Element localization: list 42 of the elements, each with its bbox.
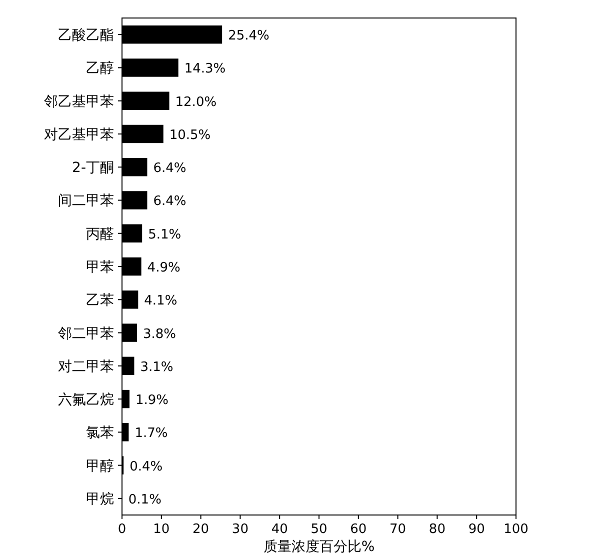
x-tick-label: 20: [192, 522, 210, 537]
x-tick-label: 10: [153, 522, 170, 537]
data-label: 6.4%: [153, 194, 186, 210]
data-label: 10.5%: [169, 128, 211, 143]
x-tick-label: 80: [428, 522, 446, 537]
y-tick-label: 六氟乙烷: [58, 392, 114, 408]
data-label: 1.9%: [135, 393, 169, 408]
x-tick-label: 30: [232, 522, 248, 537]
data-label: 0.1%: [128, 492, 162, 508]
y-tick-label: 丙醛: [86, 226, 114, 242]
x-tick-label: 90: [468, 522, 485, 537]
y-tick-label: 乙酸乙酯: [58, 28, 114, 44]
data-label: 0.4%: [130, 459, 163, 474]
x-tick-label: 0: [118, 522, 126, 537]
x-tick-label: 40: [271, 522, 288, 537]
y-tick-label: 甲烷: [86, 491, 114, 508]
y-tick-label: 甲苯: [86, 260, 114, 276]
y-tick-label: 间二甲苯: [58, 193, 114, 210]
data-label: 4.1%: [144, 294, 178, 309]
data-label: 1.7%: [134, 426, 168, 442]
data-label: 25.4%: [228, 28, 270, 44]
y-tick-label: 对二甲苯: [58, 358, 114, 375]
y-tick-label: 邻二甲苯: [58, 326, 114, 342]
y-tick-label: 氯苯: [86, 425, 114, 442]
y-tick-label: 对乙基甲苯: [44, 126, 114, 143]
data-label: 5.1%: [148, 227, 182, 242]
y-tick-label: 甲醇: [86, 458, 114, 474]
x-tick-label: 60: [350, 522, 367, 537]
y-tick-label: 乙苯: [86, 292, 114, 309]
data-label: 4.9%: [147, 260, 180, 276]
y-tick-label: 2-丁酮: [72, 160, 114, 176]
data-label: 3.8%: [142, 326, 176, 342]
x-tick-label: 50: [310, 522, 328, 537]
y-tick-label: 乙醇: [86, 60, 114, 77]
data-label: 14.3%: [184, 62, 226, 77]
data-label: 3.1%: [140, 360, 174, 375]
y-tick-label: 邻乙基甲苯: [44, 94, 114, 110]
x-tick-label: 100: [504, 522, 528, 537]
data-label: 6.4%: [153, 161, 186, 176]
x-tick-label: 70: [390, 522, 406, 537]
x-axis-title: 质量浓度百分比%: [263, 539, 375, 555]
data-label: 12.0%: [175, 94, 217, 110]
